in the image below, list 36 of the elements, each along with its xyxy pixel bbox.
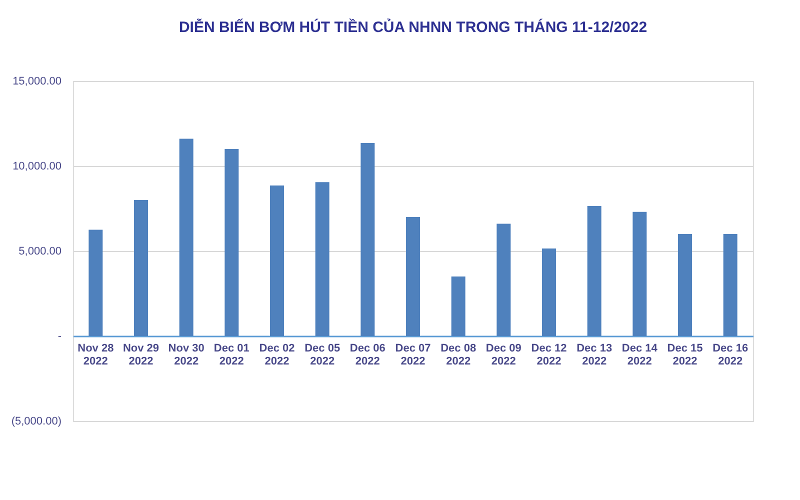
y-tick-label: - <box>58 330 62 342</box>
bar <box>360 143 375 336</box>
bar <box>88 230 103 336</box>
bar <box>406 217 420 336</box>
bar <box>587 206 602 336</box>
bar <box>632 212 647 336</box>
x-tick-label: Nov 30 2022 <box>168 342 204 368</box>
bar <box>678 234 692 336</box>
x-tick-label: Dec 05 2022 <box>304 342 340 368</box>
bar <box>270 186 284 336</box>
bar <box>542 248 556 336</box>
chart-title: DIỄN BIẾN BƠM HÚT TIỀN CỦA NHNN TRONG THÁNG 11-12/2022 <box>178 18 648 36</box>
x-tick-label: Dec 07 2022 <box>395 342 431 368</box>
bar <box>134 200 148 336</box>
x-tick-label: Dec 15 2022 <box>667 342 703 368</box>
y-tick-label: 5,000.00 <box>18 246 62 258</box>
y-tick-label: 10,000.00 <box>12 160 62 172</box>
x-tick-label: Dec 08 2022 <box>440 342 476 368</box>
x-tick-label: Dec 12 2022 <box>531 342 567 368</box>
x-tick-label: Dec 14 2022 <box>622 342 658 368</box>
x-tick-label: Dec 09 2022 <box>486 342 522 368</box>
bar <box>315 182 330 336</box>
x-tick-label: Nov 28 2022 <box>78 342 114 368</box>
bar <box>224 149 239 336</box>
bar <box>496 224 511 336</box>
bar <box>179 138 194 336</box>
x-tick-label: Nov 29 2022 <box>122 342 160 368</box>
x-tick-label: Dec 06 2022 <box>350 342 386 368</box>
y-tick-label: 15,000.00 <box>12 76 62 88</box>
x-tick-label: Dec 13 2022 <box>576 342 612 368</box>
bar <box>723 234 738 336</box>
x-tick-label: Dec 16 2022 <box>712 342 748 368</box>
x-tick-label: Dec 01 2022 <box>214 342 250 368</box>
bar <box>451 276 466 336</box>
y-tick-label: (5,000.00) <box>11 416 62 428</box>
x-tick-label: Dec 02 2022 <box>259 342 295 368</box>
